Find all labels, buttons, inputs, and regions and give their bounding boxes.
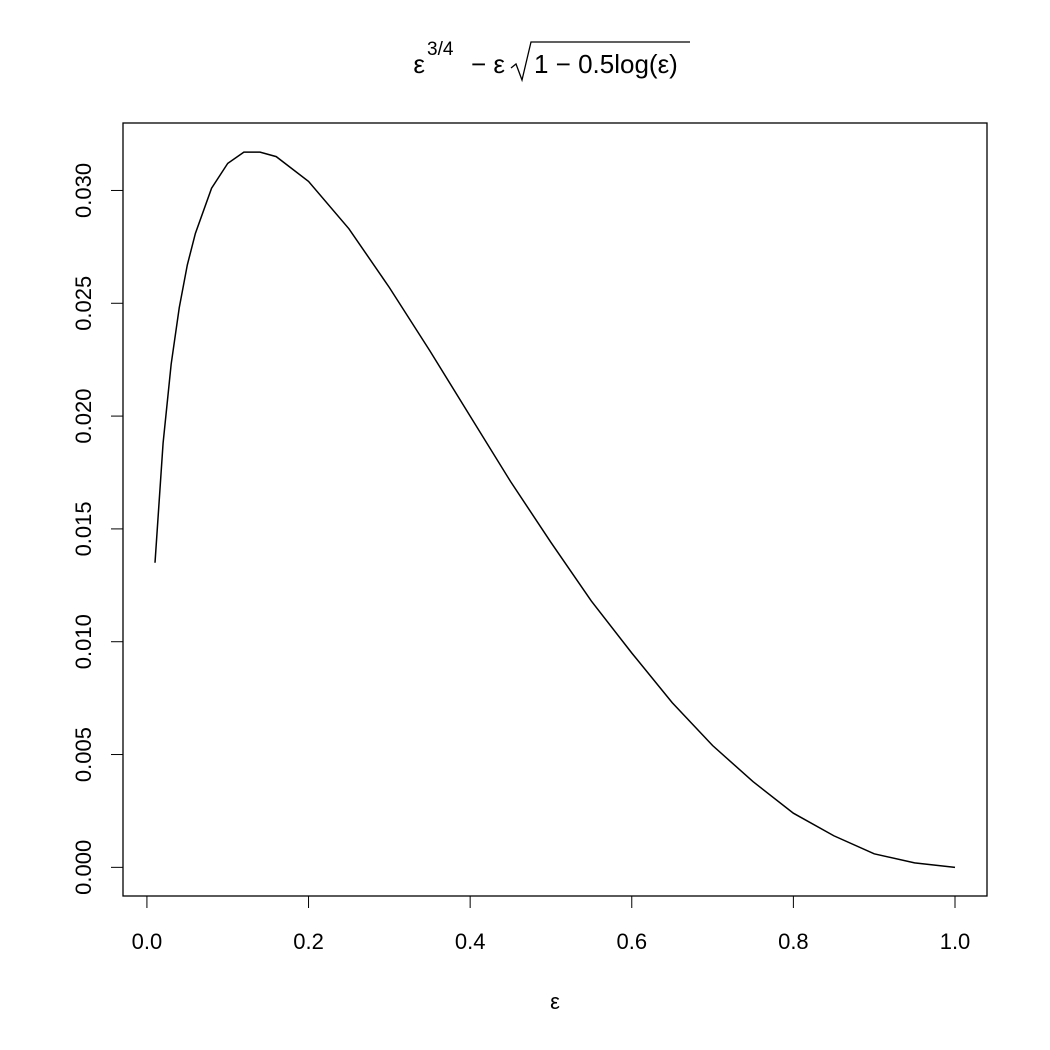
y-tick-label: 0.010	[71, 614, 96, 669]
x-axis-label: ε	[550, 989, 560, 1014]
title-base: ε	[413, 49, 425, 79]
x-tick-label: 0.0	[132, 929, 163, 954]
x-tick-label: 0.6	[616, 929, 647, 954]
y-tick-label: 0.005	[71, 727, 96, 782]
x-tick-label: 0.2	[293, 929, 324, 954]
x-tick-label: 1.0	[940, 929, 971, 954]
y-tick-label: 0.000	[71, 840, 96, 895]
x-tick-label: 0.8	[778, 929, 809, 954]
chart-title: ε 3/4 − ε 1 − 0.5log(ε)	[413, 39, 690, 83]
title-exponent: 3/4	[427, 39, 454, 60]
y-tick-label: 0.025	[71, 276, 96, 331]
y-tick-label: 0.030	[71, 163, 96, 218]
plot-frame	[122, 122, 988, 897]
line-series	[154, 151, 956, 869]
x-tick-label: 0.4	[455, 929, 486, 954]
radical-sign	[510, 41, 690, 83]
y-tick-label: 0.020	[71, 389, 96, 444]
title-middle: − ε	[471, 49, 505, 79]
title-radicand: 1 − 0.5log(ε)	[534, 49, 678, 79]
y-tick-label: 0.015	[71, 501, 96, 556]
